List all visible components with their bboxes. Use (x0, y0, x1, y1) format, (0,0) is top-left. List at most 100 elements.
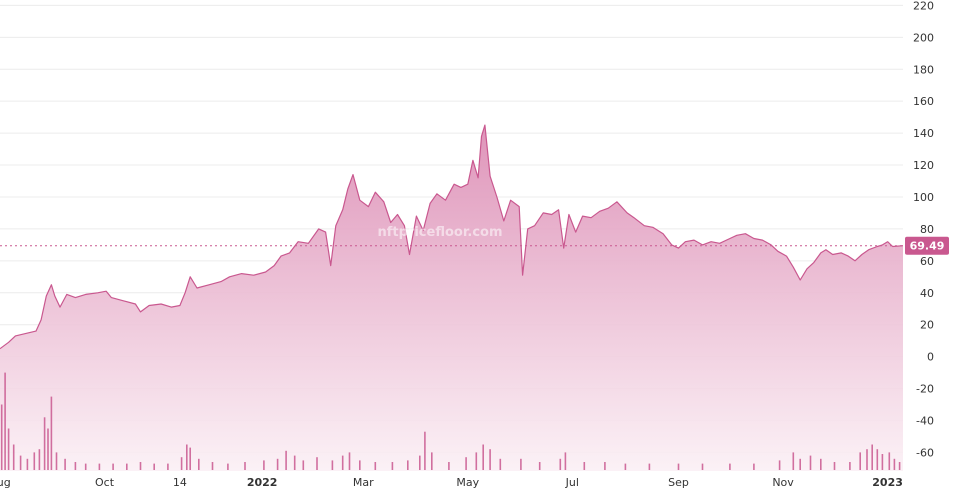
price-line (0, 124, 903, 350)
volume-bar (374, 462, 377, 470)
volume-bar (419, 455, 421, 470)
volume-bar (424, 431, 426, 470)
volume-bar (604, 462, 606, 470)
x-tick-label: Sep (668, 476, 689, 489)
last-value-badge (905, 236, 949, 255)
volume-bar (285, 450, 287, 470)
volume-bar (520, 458, 522, 470)
volume-bar (876, 449, 879, 470)
volume-bar (431, 452, 433, 470)
volume-bar (263, 460, 265, 470)
volume-bar (391, 462, 394, 470)
volume-bar (859, 452, 861, 470)
x-tick-label: 14 (173, 476, 187, 489)
volume-bar (33, 452, 36, 470)
volume-bars (0, 372, 901, 470)
volume-bar (19, 455, 22, 470)
volume-bar (888, 452, 891, 470)
y-tick-label: 80 (920, 223, 934, 236)
y-tick-label: 180 (913, 63, 934, 76)
y-tick-label: 200 (913, 31, 934, 44)
volume-bar (849, 462, 851, 470)
volume-bar (293, 455, 296, 470)
x-tick-label: Mar (353, 476, 374, 489)
volume-bar (302, 460, 305, 470)
volume-bar (407, 460, 409, 470)
volume-bar (186, 444, 188, 470)
volume-bar (448, 462, 450, 470)
y-tick-label: 220 (913, 0, 934, 12)
volume-bar (341, 455, 344, 470)
volume-bar (359, 460, 361, 470)
x-tick-label: Oct (95, 476, 115, 489)
x-tick-label: Aug (0, 476, 11, 489)
volume-bar (753, 463, 755, 470)
volume-bar (701, 463, 704, 470)
volume-bar (12, 444, 15, 470)
y-tick-label: 140 (913, 127, 934, 140)
x-tick-label: 2023 (872, 476, 903, 489)
volume-bar (866, 449, 868, 470)
volume-bar (0, 404, 3, 470)
last-value-label: 69.49 (910, 240, 945, 253)
y-tick-label: 0 (927, 351, 934, 364)
volume-bar (227, 463, 229, 470)
volume-bar (84, 463, 87, 470)
volume-bar (244, 462, 246, 470)
volume-bar (38, 449, 41, 470)
x-tick-label: May (456, 476, 479, 489)
volume-bar (648, 463, 651, 470)
volume-bar (50, 396, 53, 470)
volume-bar (98, 463, 101, 470)
volume-bar (583, 462, 586, 470)
volume-bar (316, 457, 318, 470)
volume-bar (211, 462, 214, 470)
volume-bar (898, 462, 901, 470)
volume-bar (564, 452, 567, 470)
volume-bar (538, 462, 541, 470)
x-tick-label: Nov (772, 476, 794, 489)
volume-bar (778, 460, 781, 470)
volume-bar (198, 458, 200, 470)
volume-bar (189, 447, 191, 470)
volume-bar (799, 458, 801, 470)
volume-bar (47, 428, 49, 470)
price-area-fill (0, 125, 903, 471)
volume-bar (881, 454, 884, 470)
volume-bar (465, 457, 467, 470)
volume-bar (833, 462, 836, 470)
x-axis: Aug Oct 14 2022 Mar May Jul Sep Nov 2023 (0, 476, 903, 489)
volume-bar (489, 449, 491, 470)
volume-bar (55, 452, 58, 470)
volume-bar (180, 457, 183, 470)
y-tick-label: -20 (916, 383, 934, 396)
volume-bar (26, 458, 29, 470)
y-tick-label: 160 (913, 95, 934, 108)
volume-bar (126, 463, 128, 470)
volume-bar (167, 463, 169, 470)
volume-bar (7, 428, 10, 470)
y-tick-label: 100 (913, 191, 934, 204)
volume-bar (820, 458, 822, 470)
x-tick-label: 2022 (247, 476, 278, 489)
volume-bar (559, 458, 562, 470)
volume-bar (499, 458, 502, 470)
volume-bar (139, 462, 142, 470)
volume-bar (809, 455, 812, 470)
y-tick-label: -40 (916, 415, 934, 428)
volume-bar (729, 463, 731, 470)
volume-bar (153, 463, 155, 470)
volume-bar (624, 463, 627, 470)
volume-bar (331, 460, 334, 470)
y-tick-label: 40 (920, 287, 934, 300)
volume-bar (348, 452, 351, 470)
volume-bar (43, 417, 46, 470)
volume-bar (4, 372, 6, 470)
x-tick-label: Jul (565, 476, 579, 489)
volume-bar (792, 452, 795, 470)
volume-bar (74, 462, 77, 470)
volume-bar (276, 458, 279, 470)
volume-bar (112, 463, 114, 470)
